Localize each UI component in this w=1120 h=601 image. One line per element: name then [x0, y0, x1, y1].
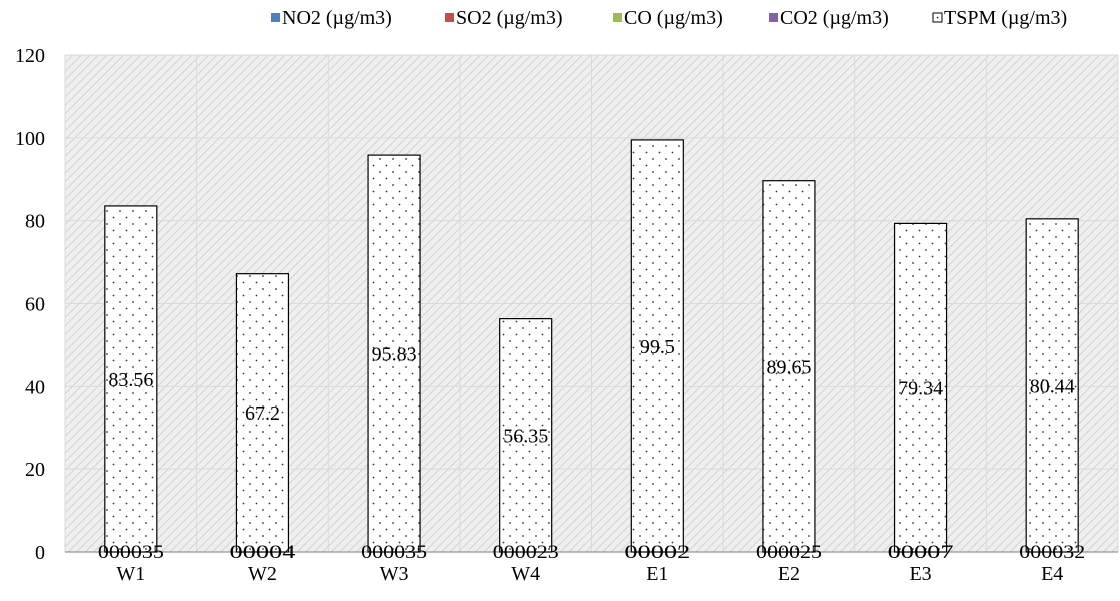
legend-swatch-dot — [936, 16, 939, 19]
x-tick-label: W4 — [511, 563, 540, 585]
legend: NO2 (µg/m3) SO2 (µg/m3) CO (µg/m3) CO2 (µg/… — [271, 7, 1067, 29]
y-tick-label: 60 — [25, 294, 45, 316]
plot-area: 02040608010012083.56000035W167.200004W29… — [15, 45, 1119, 585]
y-tick-label: 100 — [15, 128, 45, 150]
data-label: 99.5 — [640, 336, 675, 358]
bar-tspm — [499, 318, 553, 553]
base-value-label: 000025 — [756, 542, 822, 563]
legend-entry: CO (µg/m3) — [624, 7, 723, 29]
data-label: 79.34 — [898, 378, 943, 400]
base-value-label: 000035 — [98, 542, 164, 563]
legend-swatch — [271, 13, 280, 22]
legend-swatch — [613, 13, 622, 22]
x-tick-label: W3 — [380, 563, 409, 585]
data-label: 67.2 — [245, 403, 280, 425]
legend-entry: TSPM (µg/m3) — [944, 7, 1067, 29]
y-tick-label: 120 — [15, 45, 45, 67]
legend-entry: CO2 (µg/m3) — [780, 7, 889, 29]
x-tick-label: E3 — [909, 563, 931, 585]
data-label: 95.83 — [372, 344, 417, 366]
bar-tspm — [630, 139, 684, 553]
x-tick-label: W2 — [248, 563, 277, 585]
bar-tspm — [367, 154, 421, 553]
base-value-label: 00007 — [888, 542, 954, 563]
legend-entry: SO2 (µg/m3) — [456, 7, 563, 29]
y-tick-label: 80 — [25, 211, 45, 233]
base-value-label: 00004 — [229, 542, 296, 563]
y-tick-label: 20 — [25, 459, 45, 481]
bar-tspm — [104, 205, 158, 553]
bar-tspm — [235, 273, 290, 553]
base-value-label: 000023 — [493, 542, 559, 563]
x-tick-label: E4 — [1041, 563, 1063, 585]
y-tick-label: 40 — [25, 376, 45, 398]
y-tick-label: 0 — [35, 542, 45, 564]
base-value-label: 000035 — [361, 542, 427, 563]
legend-entry: NO2 (µg/m3) — [282, 7, 392, 29]
data-label: 80.44 — [1030, 375, 1075, 397]
legend-swatch — [769, 13, 778, 22]
x-tick-label: W1 — [116, 563, 145, 585]
data-label: 89.65 — [766, 356, 811, 378]
x-tick-label: E2 — [778, 563, 800, 585]
base-value-label: 000032 — [1019, 542, 1085, 563]
legend-swatch — [445, 13, 454, 22]
data-label: 83.56 — [108, 369, 153, 391]
data-label: 56.35 — [503, 425, 548, 447]
bar-tspm — [1025, 218, 1079, 553]
base-value-label: 00002 — [624, 542, 690, 563]
bar-tspm — [893, 222, 948, 553]
bar-tspm — [762, 180, 816, 553]
x-tick-label: E1 — [646, 563, 668, 585]
